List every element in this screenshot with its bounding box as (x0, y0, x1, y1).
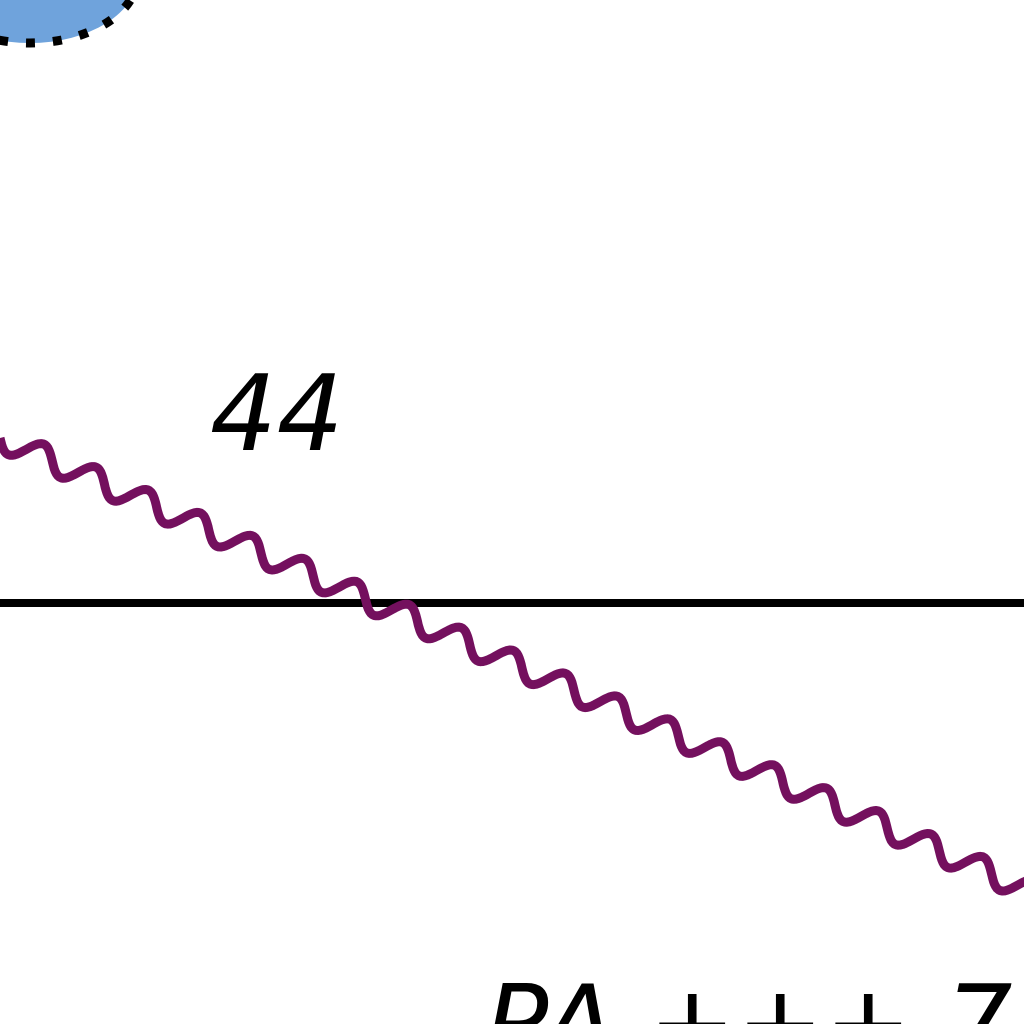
bottom-label: PA +++ 78: ( (485, 963, 1024, 1024)
top-label: 44 (210, 353, 344, 475)
wavy-line (0, 436, 1024, 896)
blob (0, 0, 136, 48)
